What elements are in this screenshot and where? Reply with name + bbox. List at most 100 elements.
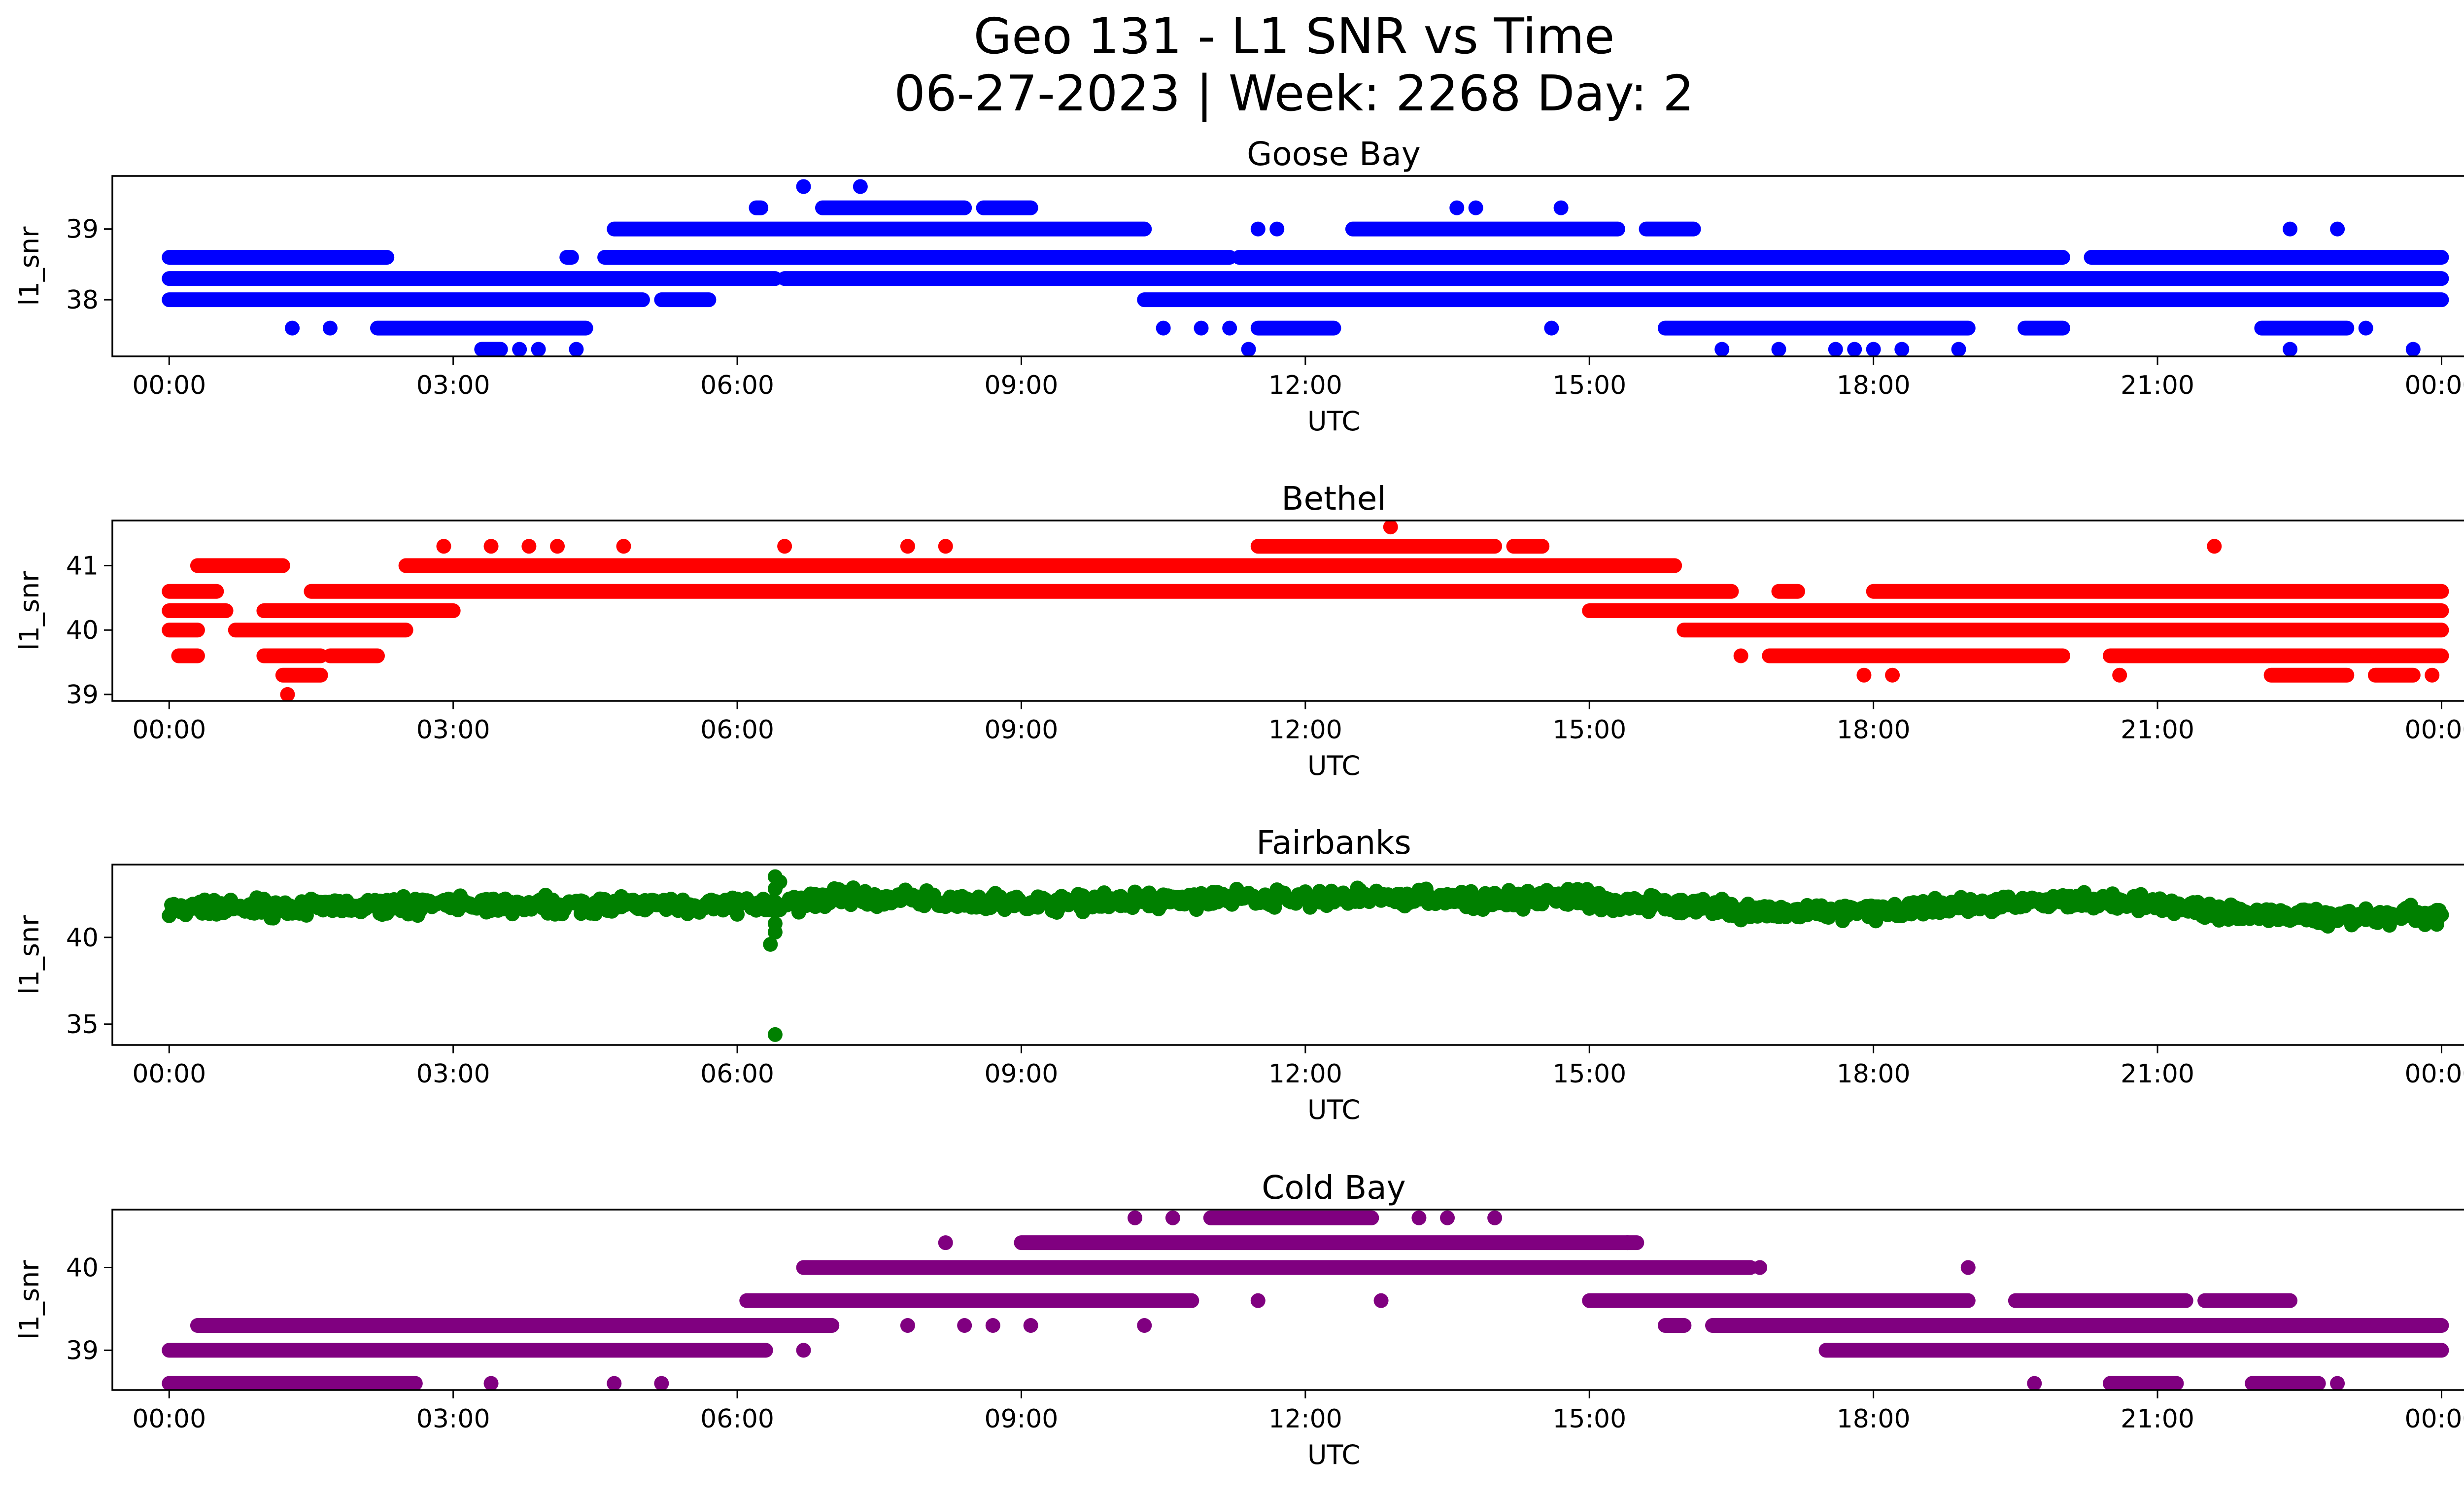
data-point xyxy=(569,342,583,357)
data-point xyxy=(1469,201,1483,215)
data-point xyxy=(550,539,565,554)
x-tick-label: 09:00 xyxy=(985,371,1059,400)
data-point xyxy=(1156,321,1171,336)
x-tick-label: 12:00 xyxy=(1268,1059,1342,1089)
subplot-title: Bethel xyxy=(1281,480,1386,518)
subplot-bethel: Bethel 00:00 03:00 06:00 09:00 12:00 15:00 18:0… xyxy=(14,480,2464,781)
data-point xyxy=(1241,342,1256,357)
x-tick-label: 12:00 xyxy=(1268,715,1342,745)
x-tick-label: 09:00 xyxy=(985,1059,1059,1089)
y-tick-label: 39 xyxy=(66,680,99,710)
data-point xyxy=(1752,1260,1767,1275)
figure-canvas: Geo 131 - L1 SNR vs Time 06-27-2023 | We… xyxy=(0,0,2464,1495)
subplot-goose-bay: Goose Bay 00:00 03:00 06:00 09:00 12:00 15:00 1… xyxy=(14,135,2464,437)
data-point xyxy=(773,874,787,889)
data-point xyxy=(1734,649,1748,663)
data-point xyxy=(938,1235,953,1250)
subplot-panels: Goose Bay 00:00 03:00 06:00 09:00 12:00 15:00 1… xyxy=(14,135,2464,1470)
data-point xyxy=(1620,1235,1635,1250)
data-point xyxy=(1847,342,1862,357)
subplot-title: Goose Bay xyxy=(1247,135,1421,173)
x-tick-label: 21:00 xyxy=(2121,1404,2194,1434)
data-point xyxy=(1374,1293,1389,1308)
data-point xyxy=(763,937,778,952)
data-point xyxy=(2112,668,2127,683)
data-point xyxy=(1772,342,1786,357)
subplot-title: Cold Bay xyxy=(1262,1169,1405,1207)
x-tick-label: 18:00 xyxy=(1837,371,1911,400)
data-point xyxy=(285,321,300,336)
x-tick-label: 03:00 xyxy=(416,1404,490,1434)
y-tick-label: 38 xyxy=(66,285,99,315)
x-tick-label: 00:00 xyxy=(132,1059,206,1089)
data-point xyxy=(1024,1318,1038,1333)
data-point xyxy=(796,1343,811,1357)
data-point xyxy=(2425,668,2439,683)
data-point xyxy=(484,539,499,554)
data-point xyxy=(1714,342,1729,357)
x-axis-label: UTC xyxy=(1307,1439,1360,1470)
x-tick-label: 06:00 xyxy=(700,715,774,745)
data-points xyxy=(169,1211,2441,1391)
data-point xyxy=(1269,222,1284,237)
x-tick-label: 00:00 xyxy=(2405,371,2464,400)
data-point xyxy=(1165,1211,1180,1225)
data-point xyxy=(2406,342,2421,357)
y-tick-label: 35 xyxy=(66,1010,99,1040)
data-point xyxy=(1487,1211,1502,1225)
data-point xyxy=(1554,201,1569,215)
x-tick-label: 06:00 xyxy=(700,1404,774,1434)
x-tick-label: 15:00 xyxy=(1552,1059,1626,1089)
x-tick-label: 00:00 xyxy=(132,371,206,400)
data-point xyxy=(777,539,792,554)
x-tick-label: 00:00 xyxy=(2405,1404,2464,1434)
data-point xyxy=(616,539,631,554)
x-tick-label: 00:00 xyxy=(2405,715,2464,745)
x-axis-label: UTC xyxy=(1307,406,1360,437)
data-point xyxy=(1251,222,1266,237)
y-tick-label: 40 xyxy=(66,616,99,645)
subplot-fairbanks: Fairbanks 00:00 03:00 06:00 09:00 12:00 15:00 1… xyxy=(14,824,2464,1125)
data-point xyxy=(484,1376,499,1391)
x-tick-label: 15:00 xyxy=(1552,371,1626,400)
data-point xyxy=(1828,342,1843,357)
data-point xyxy=(1449,201,1464,215)
data-point xyxy=(986,1318,1000,1333)
data-point xyxy=(1894,342,1909,357)
y-axis-label: l1_snr xyxy=(14,571,45,651)
data-point xyxy=(1856,668,1871,683)
data-point xyxy=(2283,342,2297,357)
x-tick-label: 03:00 xyxy=(416,1059,490,1089)
x-axis-label: UTC xyxy=(1307,750,1360,781)
data-point xyxy=(1383,520,1398,534)
x-tick-label: 21:00 xyxy=(2121,371,2194,400)
subplot-cold-bay: Cold Bay00:00 03:00 06:00 09:00 12:00 15:00 18… xyxy=(14,1169,2464,1470)
x-tick-label: 18:00 xyxy=(1837,1059,1911,1089)
x-tick-label: 00:00 xyxy=(132,715,206,745)
y-axis-label: l1_snr xyxy=(14,915,45,995)
y-axis-label: l1_snr xyxy=(14,1260,45,1340)
data-points xyxy=(169,520,2441,702)
data-point xyxy=(900,1318,915,1333)
x-tick-label: 09:00 xyxy=(985,1404,1059,1434)
x-tick-label: 21:00 xyxy=(2121,1059,2194,1089)
data-points xyxy=(169,179,2441,357)
data-point xyxy=(796,179,811,194)
data-point xyxy=(2207,539,2222,554)
x-tick-label: 12:00 xyxy=(1268,371,1342,400)
x-tick-label: 03:00 xyxy=(416,371,490,400)
x-tick-label: 18:00 xyxy=(1837,715,1911,745)
data-point xyxy=(1222,321,1237,336)
data-point xyxy=(1866,342,1881,357)
data-point xyxy=(1137,1318,1152,1333)
x-tick-label: 12:00 xyxy=(1268,1404,1342,1434)
y-tick-label: 39 xyxy=(66,215,99,244)
data-points xyxy=(162,869,2449,1042)
x-tick-label: 03:00 xyxy=(416,715,490,745)
x-tick-label: 06:00 xyxy=(700,1059,774,1089)
data-point xyxy=(531,342,546,357)
data-point xyxy=(1544,321,1559,336)
data-point xyxy=(957,1318,972,1333)
data-point xyxy=(938,539,953,554)
data-point xyxy=(607,1376,621,1391)
